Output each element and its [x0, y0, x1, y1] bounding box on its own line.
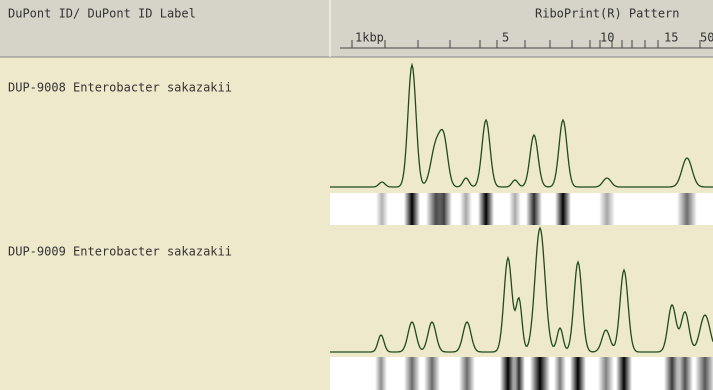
scale-label: 50 [700, 31, 713, 45]
band [695, 357, 713, 390]
band [598, 357, 614, 390]
band [424, 357, 440, 390]
band [459, 357, 475, 390]
band [677, 357, 693, 390]
band [599, 193, 615, 225]
band [554, 357, 566, 390]
band [526, 193, 542, 225]
band [570, 357, 586, 390]
band [478, 193, 494, 225]
band [436, 193, 452, 225]
row-label: DUP-9009 Enterobacter sakazakii [8, 245, 232, 259]
riboprint-window: DuPont ID/ DuPont ID Label RiboPrint(R) … [0, 0, 713, 390]
scale-label: 5 [502, 31, 509, 45]
scale-label: 15 [664, 31, 678, 45]
band [376, 193, 388, 225]
scale-label: 1kbp [355, 31, 384, 45]
band [460, 193, 472, 225]
band [555, 193, 571, 225]
scale-label: 10 [600, 31, 614, 45]
band [677, 193, 697, 225]
band [530, 357, 550, 390]
pattern-column-header: RiboPrint(R) Pattern [535, 7, 680, 21]
band [616, 357, 632, 390]
band [404, 357, 420, 390]
row-label: DUP-9008 Enterobacter sakazakii [8, 81, 232, 95]
id-column-header: DuPont ID/ DuPont ID Label [8, 7, 196, 21]
band [375, 357, 387, 390]
band [509, 193, 521, 225]
band [404, 193, 420, 225]
band [513, 357, 525, 390]
